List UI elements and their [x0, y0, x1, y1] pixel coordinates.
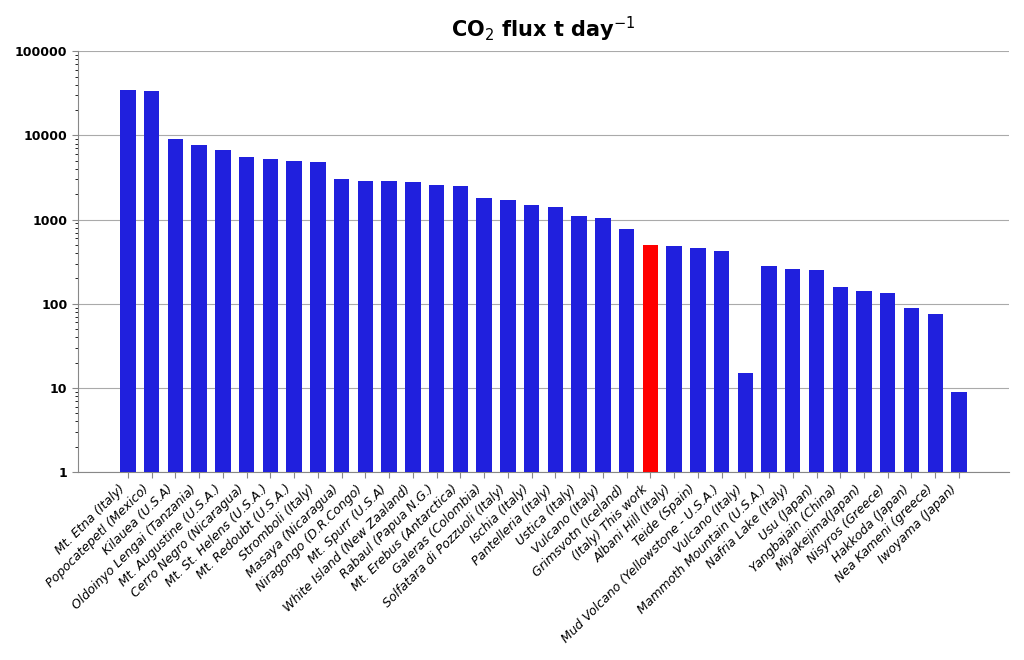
- Bar: [287, 161, 302, 660]
- Bar: [357, 181, 373, 660]
- Title: CO$_2$ flux t day$^{-1}$: CO$_2$ flux t day$^{-1}$: [452, 15, 636, 44]
- Bar: [334, 180, 349, 660]
- Bar: [928, 314, 943, 660]
- Bar: [595, 218, 610, 660]
- Bar: [737, 373, 753, 660]
- Bar: [951, 392, 967, 660]
- Bar: [785, 269, 801, 660]
- Bar: [571, 216, 587, 660]
- Bar: [168, 139, 183, 660]
- Bar: [643, 245, 658, 660]
- Bar: [215, 150, 230, 660]
- Bar: [809, 269, 824, 660]
- Bar: [833, 286, 848, 660]
- Bar: [524, 205, 540, 660]
- Bar: [690, 248, 706, 660]
- Bar: [429, 185, 444, 660]
- Bar: [667, 246, 682, 660]
- Bar: [144, 90, 160, 660]
- Bar: [500, 200, 515, 660]
- Bar: [761, 266, 777, 660]
- Bar: [856, 292, 871, 660]
- Bar: [381, 182, 397, 660]
- Bar: [453, 186, 468, 660]
- Bar: [714, 251, 729, 660]
- Bar: [548, 207, 563, 660]
- Bar: [263, 159, 279, 660]
- Bar: [904, 308, 920, 660]
- Bar: [310, 162, 326, 660]
- Bar: [191, 145, 207, 660]
- Bar: [239, 157, 254, 660]
- Bar: [880, 293, 895, 660]
- Bar: [406, 182, 421, 660]
- Bar: [120, 90, 135, 660]
- Bar: [618, 228, 634, 660]
- Bar: [476, 198, 492, 660]
